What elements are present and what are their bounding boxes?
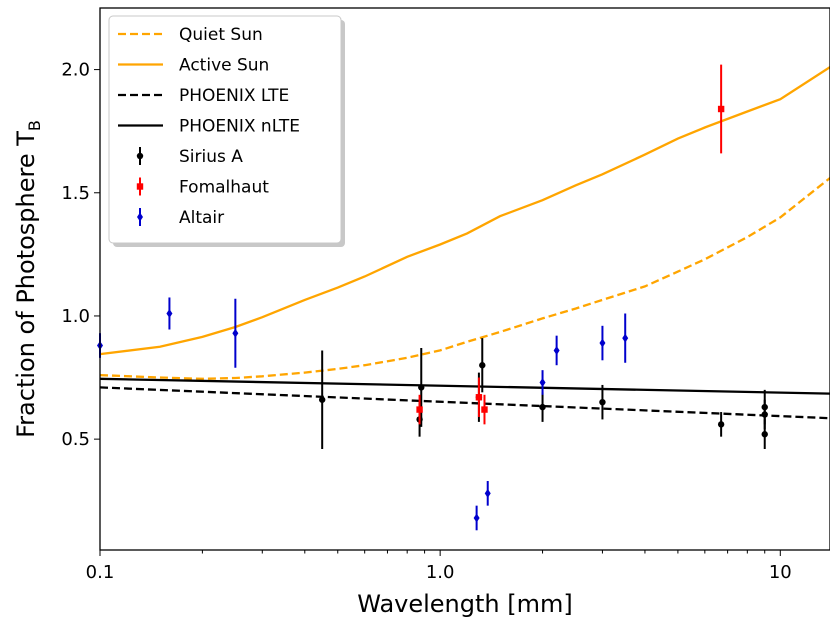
point-fomalhaut-3: [717, 105, 725, 113]
curves-layer: [99, 66, 830, 420]
legend-marker-sirius-a: [136, 152, 144, 160]
y-axis-title-sub: B: [25, 120, 44, 131]
point-fomalhaut-0: [416, 406, 423, 413]
point-altair-2: [232, 328, 239, 338]
legend-items: Quiet Sun Active Sun PHOENIX LTE PHOENIX nL…: [118, 25, 300, 228]
y-tick-label: 0.5: [61, 429, 90, 450]
y-axis-title-main: Fraction of Photosphere T: [12, 131, 40, 438]
point-sirius-a-0: [318, 396, 326, 403]
line-quiet-sun: [99, 177, 830, 380]
point-altair-6: [553, 345, 560, 355]
point-fomalhaut-1: [475, 394, 483, 401]
x-tick-label: 1.0: [426, 562, 455, 583]
point-sirius-a-10: [761, 403, 768, 411]
point-fomalhaut-2: [481, 406, 488, 413]
y-tick-label: 1.5: [61, 183, 90, 204]
y-axis-title: Fraction of Photosphere TB: [12, 120, 44, 438]
legend-label-quiet-sun: Quiet Sun: [179, 25, 263, 45]
legend-box: [108, 15, 342, 244]
line-phoenix-lte: [99, 386, 830, 420]
point-sirius-a-7: [717, 421, 725, 428]
legend-label-active-sun: Active Sun: [179, 56, 269, 76]
legend-marker-altair: [137, 212, 143, 222]
point-altair-5: [539, 377, 546, 387]
legend-label-phoenix-lte: PHOENIX LTE: [179, 86, 289, 106]
point-altair-8: [622, 333, 629, 343]
x-tick-label: 0.1: [86, 562, 115, 583]
point-sirius-a-2: [418, 384, 425, 391]
point-altair-7: [599, 338, 606, 348]
legend-label-fomalhaut: Fomalhaut: [179, 178, 269, 198]
point-sirius-a-4: [479, 362, 486, 369]
ticks-layer: 0.1 1.0 10 0.5 1.0 1.5 2.0: [61, 60, 791, 583]
markers-layer: [97, 64, 768, 531]
legend: Quiet Sun Active Sun PHOENIX LTE PHOENIX nL…: [108, 15, 345, 247]
legend-label-phoenix-nlte: PHOENIX nLTE: [179, 117, 300, 137]
x-tick-label: 10: [769, 562, 792, 583]
point-altair-4: [484, 488, 491, 498]
legend-marker-fomalhaut: [136, 183, 144, 190]
point-sirius-a-6: [599, 398, 606, 406]
x-axis-title: Wavelength [mm]: [357, 590, 572, 618]
point-altair-3: [473, 513, 480, 523]
plot-frame: [99, 7, 830, 551]
y-tick-label: 1.0: [61, 306, 90, 327]
line-phoenix-nlte: [99, 377, 830, 395]
point-altair-1: [166, 308, 173, 318]
legend-label-sirius-a: Sirius A: [179, 147, 243, 167]
point-sirius-a-5: [539, 403, 546, 411]
point-sirius-a-8: [761, 431, 768, 438]
y-tick-label: 2.0: [61, 60, 90, 81]
legend-label-altair: Altair: [179, 208, 224, 228]
line-active-sun: [99, 66, 830, 356]
